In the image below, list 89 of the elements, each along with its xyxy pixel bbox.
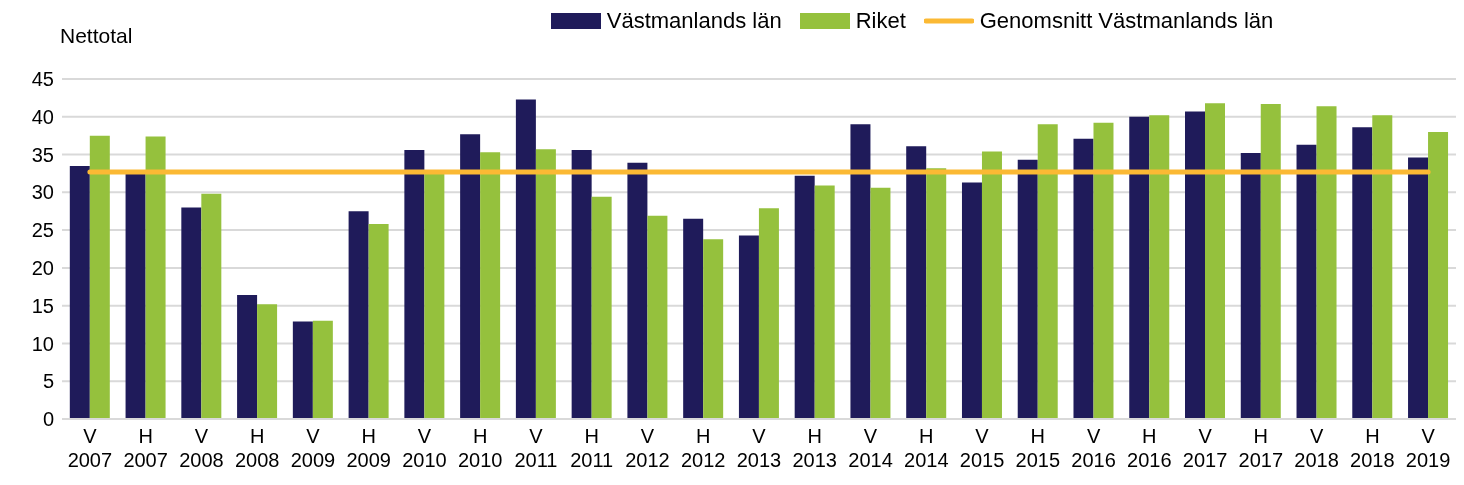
y-tick-label: 10: [31, 332, 54, 355]
bar: [1129, 116, 1150, 419]
x-tick-label: H 2012: [680, 425, 726, 471]
x-tick-label: H 2015: [1015, 425, 1061, 471]
x-tick-label: H 2010: [457, 425, 503, 471]
x-tick-label: V 2013: [736, 425, 782, 471]
y-axis-title: Nettotal: [60, 24, 133, 48]
x-tick-label: V 2015: [959, 425, 1005, 471]
x-tick-label: H 2011: [570, 425, 614, 471]
bar: [926, 168, 947, 419]
bar: [814, 185, 835, 419]
bar: [758, 208, 779, 419]
bar: [125, 171, 146, 419]
bar: [647, 215, 668, 419]
bar: [703, 239, 724, 419]
x-tick-label: H 2016: [1127, 425, 1172, 471]
bar: [145, 136, 166, 419]
legend-label: Riket: [855, 8, 906, 34]
x-tick-label: H 2009: [346, 425, 391, 471]
y-tick-label: 40: [31, 105, 54, 128]
bar: [1037, 124, 1058, 419]
x-tick-label: V 2011: [514, 425, 558, 471]
bar: [89, 135, 110, 419]
bar: [794, 175, 815, 419]
legend-label: Västmanlands län: [606, 8, 782, 34]
x-tick-label: H 2017: [1238, 425, 1284, 471]
bar: [1428, 131, 1449, 419]
bar: [181, 207, 202, 419]
bar: [627, 162, 648, 419]
bar: [1352, 127, 1373, 419]
y-tick-label: 20: [31, 256, 54, 279]
bar: [1093, 122, 1114, 419]
bar: [424, 171, 445, 419]
y-tick-label: 35: [31, 143, 54, 166]
bar: [201, 193, 222, 419]
bar: [348, 211, 369, 419]
bar: [1316, 106, 1337, 419]
y-tick-label: 25: [31, 219, 54, 242]
x-tick-label: H 2007: [123, 425, 168, 471]
bar: [292, 321, 313, 419]
bar: [368, 224, 389, 419]
bar: [571, 150, 592, 419]
bar: [1185, 111, 1206, 419]
bar: [515, 99, 536, 419]
bar: [257, 304, 278, 419]
bar: [480, 152, 501, 419]
x-tick-label: V 2017: [1182, 425, 1228, 471]
x-tick-label: V 2019: [1405, 425, 1451, 471]
bar: [850, 124, 871, 419]
x-tick-label: V 2018: [1294, 425, 1339, 471]
bar: [1149, 115, 1170, 419]
bar: [460, 134, 481, 419]
x-tick-label: V 2012: [625, 425, 670, 471]
x-tick-label: V 2016: [1071, 425, 1116, 471]
bar: [312, 320, 333, 419]
x-tick-label: H 2014: [904, 425, 949, 471]
x-tick-label: H 2013: [792, 425, 838, 471]
bar: [535, 149, 556, 419]
y-tick-label: 45: [31, 68, 54, 91]
y-tick-label: 15: [31, 294, 54, 317]
bar: [1260, 103, 1281, 419]
bar: [237, 295, 258, 419]
bar: [1372, 115, 1393, 419]
bar: [1240, 153, 1261, 419]
bar: [404, 150, 425, 419]
bar: [683, 218, 704, 419]
x-tick-label: V 2009: [290, 425, 336, 471]
x-tick-label: V 2007: [67, 425, 113, 471]
bar: [1073, 138, 1094, 419]
x-tick-label: H 2008: [234, 425, 280, 471]
x-tick-label: H 2018: [1350, 425, 1395, 471]
y-tick-label: 5: [42, 370, 54, 393]
bar: [738, 235, 759, 419]
legend-label: Genomsnitt Västmanlands län: [979, 8, 1274, 34]
bar: [906, 146, 927, 419]
bar: [1296, 144, 1317, 419]
bar: [69, 165, 90, 419]
x-tick-label: V 2008: [179, 425, 224, 471]
bar: [1205, 103, 1226, 419]
x-tick-label: V 2010: [402, 425, 447, 471]
bar: [591, 196, 612, 419]
bar: [870, 187, 891, 419]
bar: [981, 151, 1002, 419]
x-tick-label: V 2014: [848, 425, 893, 471]
bar: [961, 182, 982, 419]
bar: [1017, 159, 1038, 419]
y-tick-label: 30: [31, 181, 54, 204]
bar: [1408, 157, 1429, 419]
y-tick-label: 0: [42, 408, 54, 431]
